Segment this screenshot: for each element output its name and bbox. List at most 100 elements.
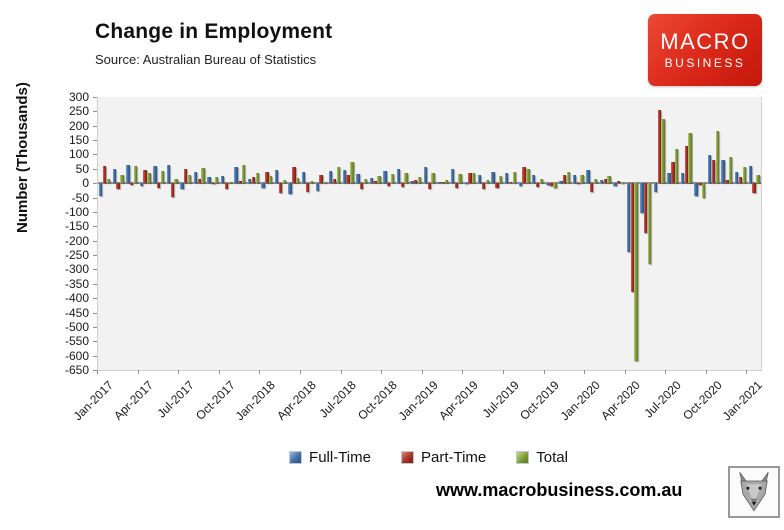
y-tick-mark xyxy=(93,370,97,371)
bar-part-time xyxy=(129,183,134,185)
bar-total xyxy=(106,178,111,184)
bar-full-time xyxy=(126,164,130,184)
bar-full-time xyxy=(680,173,685,184)
bar-full-time xyxy=(626,183,631,253)
y-tick-label: -650 xyxy=(64,363,89,377)
bar-full-time xyxy=(613,183,617,187)
y-tick-mark xyxy=(93,283,97,285)
bar-total xyxy=(431,173,435,184)
legend-swatch-icon xyxy=(289,451,303,464)
bar-part-time xyxy=(468,173,472,184)
y-tick-label: -450 xyxy=(64,305,89,320)
y-tick-mark xyxy=(93,240,97,242)
bar-total xyxy=(147,172,151,184)
y-tick-mark xyxy=(93,298,97,300)
bar-total xyxy=(702,183,706,198)
y-tick-mark xyxy=(93,97,97,98)
x-tick-mark xyxy=(584,370,586,374)
bar-total xyxy=(715,131,719,184)
y-tick-label: 150 xyxy=(68,133,89,148)
footer-url: www.macrobusiness.com.au xyxy=(436,480,683,500)
bar-part-time xyxy=(292,167,296,184)
x-tick-mark xyxy=(299,370,301,374)
legend-label: Full-Time xyxy=(309,449,371,466)
bar-total xyxy=(607,176,611,184)
bar-part-time xyxy=(305,183,310,192)
bar-part-time xyxy=(143,170,147,184)
x-tick-mark xyxy=(665,370,667,374)
bar-part-time xyxy=(481,183,486,189)
bar-full-time xyxy=(166,165,171,184)
y-tick-mark xyxy=(93,255,97,257)
bar-total xyxy=(390,174,395,184)
x-tick-label: Jul-2019 xyxy=(479,378,522,421)
bar-part-time xyxy=(738,177,743,184)
bar-total xyxy=(661,118,665,184)
bar-part-time xyxy=(211,183,215,185)
x-tick-mark xyxy=(705,370,707,374)
y-axis-title: Number (Thousands) xyxy=(14,82,31,233)
bar-part-time xyxy=(387,183,391,187)
y-tick-mark xyxy=(93,140,97,142)
bar-full-time xyxy=(748,165,752,184)
y-tick-label: -350 xyxy=(64,276,89,291)
bar-full-time xyxy=(234,167,238,184)
x-tick-label: Oct-2018 xyxy=(355,378,400,423)
y-tick-label: -250 xyxy=(64,248,89,263)
bar-part-time xyxy=(630,183,634,293)
x-tick-mark xyxy=(543,370,545,374)
y-tick-mark xyxy=(93,326,97,328)
bar-part-time xyxy=(589,183,594,192)
x-tick-label: Oct-2019 xyxy=(517,378,563,423)
bar-full-time xyxy=(139,183,144,186)
x-tick-label: Apr-2018 xyxy=(273,378,319,423)
x-tick-label: Jul-2018 xyxy=(316,378,360,421)
bar-full-time xyxy=(504,173,509,184)
legend-item-total: Total xyxy=(516,449,568,466)
y-tick-label: 100 xyxy=(68,147,89,162)
bar-part-time xyxy=(373,180,377,184)
x-tick-label: Jan-2021 xyxy=(719,378,766,424)
macrobusiness-logo: MACRO BUSINESS xyxy=(648,14,762,86)
x-tick-label: Jan-2019 xyxy=(395,378,441,424)
x-tick-mark xyxy=(421,370,423,374)
x-tick-mark xyxy=(97,370,98,374)
legend-item-part-time: Part-Time xyxy=(400,449,486,466)
bar-total xyxy=(458,173,462,184)
y-tick-label: -150 xyxy=(64,219,89,234)
bar-part-time xyxy=(332,178,337,184)
bar-total xyxy=(742,167,746,184)
bar-total xyxy=(309,180,313,184)
bar-full-time xyxy=(735,171,739,184)
bar-full-time xyxy=(329,171,333,184)
bar-total xyxy=(756,174,760,184)
bar-total xyxy=(634,183,638,362)
bar-full-time xyxy=(356,173,360,184)
bar-total xyxy=(729,157,733,184)
bar-full-time xyxy=(721,160,725,184)
bar-total xyxy=(674,148,679,184)
y-tick-label: 50 xyxy=(75,161,89,176)
bar-part-time xyxy=(427,183,431,189)
y-tick-mark xyxy=(93,269,97,271)
y-tick-mark xyxy=(93,226,97,228)
logo-line1: MACRO xyxy=(660,28,750,54)
x-tick-mark xyxy=(624,370,626,374)
bar-full-time xyxy=(450,169,455,184)
bar-total xyxy=(647,183,652,264)
bar-part-time xyxy=(265,171,269,184)
x-tick-label: Jan-2017 xyxy=(70,378,116,424)
logo-line2: BUSINESS xyxy=(664,55,746,70)
x-tick-label: Jan-2018 xyxy=(232,378,279,424)
bar-full-time xyxy=(288,183,292,195)
bar-full-time xyxy=(477,174,482,184)
bar-part-time xyxy=(657,109,661,184)
bar-part-time xyxy=(170,183,174,197)
bar-part-time xyxy=(508,181,513,184)
y-tick-label: -400 xyxy=(64,291,89,306)
x-tick-label: Apr-2019 xyxy=(436,378,481,423)
bar-total xyxy=(539,178,544,184)
bar-full-time xyxy=(410,180,414,184)
bar-total xyxy=(201,167,205,184)
bar-total xyxy=(174,179,178,184)
